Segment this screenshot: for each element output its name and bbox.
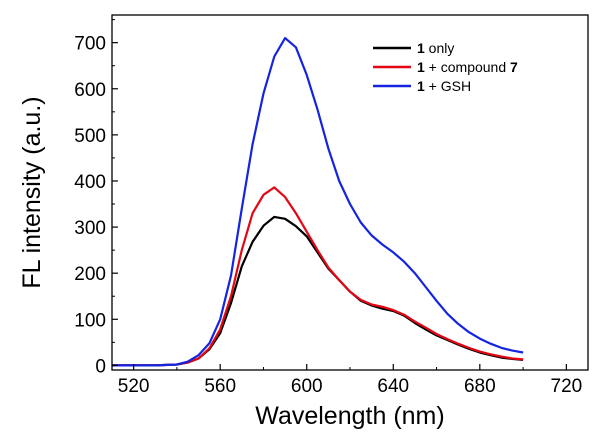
- y-tick-label: 0: [95, 356, 106, 377]
- series-line-2: [112, 186, 524, 367]
- x-tick-label: 680: [464, 376, 496, 397]
- legend-label-2: 1 + compound 7: [417, 59, 518, 75]
- x-tick-label: 560: [204, 376, 236, 397]
- legend: 1 only 1 + compound 7 1 + GSH: [373, 40, 518, 94]
- y-axis-title: FL intensity (a.u.): [18, 96, 46, 288]
- y-tick-label: 400: [74, 172, 106, 193]
- y-tick-label: 200: [74, 264, 106, 285]
- x-tick-label: 640: [377, 376, 409, 397]
- x-tick-label: 720: [551, 376, 583, 397]
- y-tick-label: 600: [74, 80, 106, 101]
- x-tick-label: 520: [118, 376, 150, 397]
- legend-label-3: 1 + GSH: [417, 78, 471, 94]
- y-tick-label: 500: [74, 126, 106, 147]
- y-tick-label: 700: [74, 34, 106, 55]
- y-tick-label: 300: [74, 218, 106, 239]
- x-axis-title: Wavelength (nm): [255, 402, 444, 430]
- y-tick-label: 100: [74, 310, 106, 331]
- x-tick-label: 600: [291, 376, 323, 397]
- series-line-3: [112, 37, 524, 367]
- series-line-1: [112, 215, 524, 367]
- legend-label-1: 1 only: [417, 40, 454, 56]
